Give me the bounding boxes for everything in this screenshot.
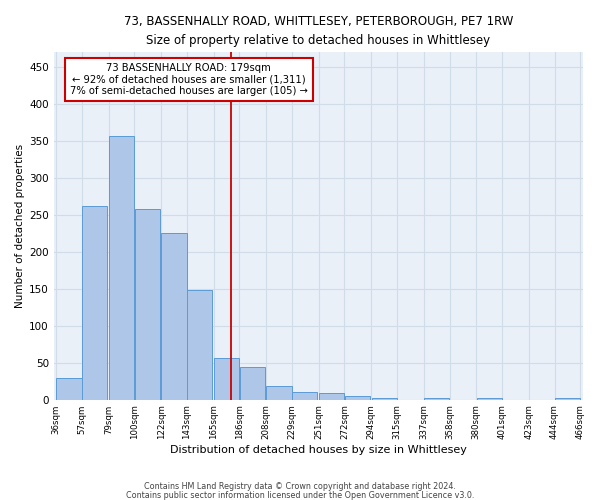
Bar: [214, 358, 239, 400]
Bar: [134, 209, 160, 400]
Bar: [319, 393, 344, 400]
Bar: [82, 206, 107, 400]
Bar: [161, 234, 187, 400]
Text: Contains public sector information licensed under the Open Government Licence v3: Contains public sector information licen…: [126, 490, 474, 500]
Bar: [555, 398, 580, 400]
Bar: [344, 396, 370, 400]
Bar: [109, 136, 134, 400]
Bar: [476, 398, 502, 400]
Title: 73, BASSENHALLY ROAD, WHITTLESEY, PETERBOROUGH, PE7 1RW
Size of property relativ: 73, BASSENHALLY ROAD, WHITTLESEY, PETERB…: [124, 15, 513, 47]
Bar: [266, 386, 292, 400]
Text: Contains HM Land Registry data © Crown copyright and database right 2024.: Contains HM Land Registry data © Crown c…: [144, 482, 456, 491]
Bar: [187, 290, 212, 400]
Bar: [239, 367, 265, 400]
X-axis label: Distribution of detached houses by size in Whittlesey: Distribution of detached houses by size …: [170, 445, 467, 455]
Bar: [424, 398, 449, 400]
Bar: [371, 398, 397, 400]
Text: 73 BASSENHALLY ROAD: 179sqm
← 92% of detached houses are smaller (1,311)
7% of s: 73 BASSENHALLY ROAD: 179sqm ← 92% of det…: [70, 63, 308, 96]
Y-axis label: Number of detached properties: Number of detached properties: [15, 144, 25, 308]
Bar: [56, 378, 82, 400]
Bar: [292, 392, 317, 400]
